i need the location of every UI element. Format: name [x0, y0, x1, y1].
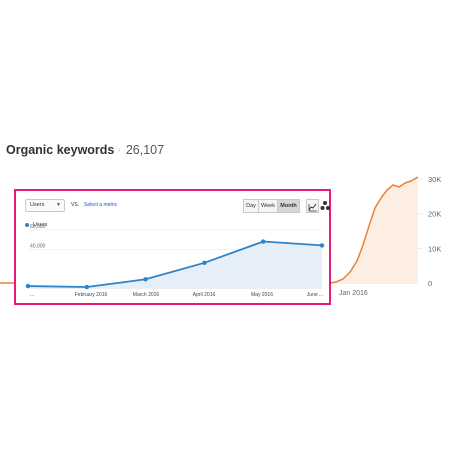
data-point — [25, 283, 31, 289]
y-tick-label: 20K — [428, 210, 441, 219]
users-points — [25, 239, 325, 290]
x-axis-label: Jan 2016 — [339, 290, 368, 297]
x-tick-label: April 2016 — [193, 292, 216, 298]
line-chart-glyph — [308, 203, 317, 212]
x-tick-label: May 2016 — [251, 292, 273, 298]
y-tick-label: 30K — [428, 175, 441, 184]
motion-chart-icon[interactable] — [319, 199, 332, 213]
select-metric-link[interactable]: Select a metric — [84, 202, 118, 208]
metric-select[interactable]: Users ▼ — [25, 199, 65, 212]
metric-select-value: Users — [30, 202, 45, 208]
x-tick-label: March 2016 — [133, 292, 160, 298]
x-tick-label: February 2016 — [75, 292, 108, 298]
y-tick-label: 60,000 — [30, 224, 46, 230]
y-tick-label: 40,000 — [30, 243, 46, 249]
legend-label: Users — [33, 222, 48, 228]
x-tick-label: June ... — [307, 292, 323, 298]
legend-dot — [25, 223, 29, 227]
users-area — [28, 241, 322, 288]
organic-keywords-total: 26,107 — [125, 143, 165, 157]
y-axis-ticks: 60,000 40,000 — [30, 224, 46, 249]
data-point — [84, 284, 90, 290]
panel-toolbar: Users ▼ VS. Select a metric Day Week Mon… — [16, 191, 332, 217]
period-month-button[interactable]: Month — [277, 199, 300, 213]
info-icon[interactable]: ⁱ — [118, 147, 120, 156]
chart-legend: Users — [25, 222, 47, 228]
line-chart-icon[interactable] — [306, 199, 319, 213]
x-tick-label: ... — [30, 292, 34, 298]
y-tick-label: 0 — [428, 279, 432, 288]
users-chart: ... February 2016 March 2016 April 2016 May … — [25, 224, 325, 298]
organic-keywords-header: Organic keywords ⁱ 26,107 — [6, 143, 164, 163]
period-day-button[interactable]: Day — [243, 199, 259, 213]
vs-label: VS. — [71, 202, 80, 208]
organic-keywords-area — [0, 177, 418, 283]
motion-chart-glyph — [320, 201, 330, 210]
y-tick-label: 10K — [428, 244, 441, 253]
y-axis-ticks: 30K 20K 10K 0 — [418, 175, 441, 288]
organic-keywords-line — [0, 176, 419, 284]
chevron-down-icon: ▼ — [56, 202, 61, 208]
data-point — [143, 277, 148, 282]
users-line — [27, 240, 323, 288]
data-point — [261, 239, 266, 244]
data-point — [202, 260, 207, 266]
analytics-panel: Users ▼ VS. Select a metric Day Week Mon… — [14, 189, 331, 305]
organic-keywords-title: Organic keywords — [6, 143, 115, 157]
x-axis-ticks: ... February 2016 March 2016 April 2016 May … — [30, 292, 323, 298]
data-point — [319, 243, 325, 248]
